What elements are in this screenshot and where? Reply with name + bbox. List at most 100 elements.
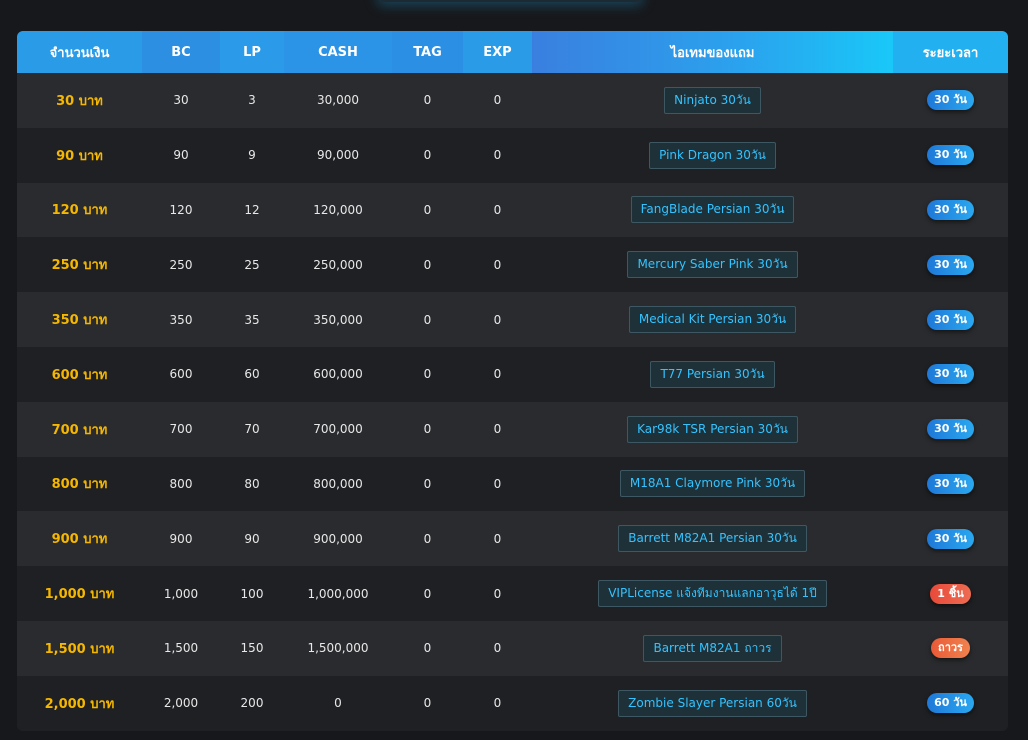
tag-cell: 0 [423,148,432,163]
cash-cell: 250,000 [313,257,363,272]
bc-cell: 600 [169,367,193,382]
duration-badge: 1 ชิ้น [930,583,971,604]
table-row: 2,000 บาท 2,000 200 0 0 0 Zombie Slayer Persia… [17,675,1008,731]
bc-cell: 800 [169,476,193,491]
cash-cell: 700,000 [313,422,363,437]
amount-cell: 900 บาท [51,532,108,548]
duration-cell: 60 วัน [893,676,1008,731]
duration-badge: ถาวร [931,638,970,659]
bonus-item-label: Barrett M82A1 ถาวร [643,634,782,662]
lp-cell: 90 [244,531,260,546]
cash-cell: 120,000 [313,202,363,217]
amount-cell: 2,000 บาท [44,696,115,712]
lp-cell: 100 [240,586,264,601]
exp-cell: 0 [493,696,502,711]
duration-badge: 30 วัน [927,254,974,275]
table-row: 250 บาท 250 25 250,000 0 0 Mercury Saber Pink … [17,237,1008,293]
exp-cell: 0 [493,531,502,546]
bonus-item-cell: T77 Persian 30วัน [532,347,893,402]
amount-cell: 1,000 บาท [44,587,115,603]
bonus-item-label: M18A1 Claymore Pink 30วัน [619,470,806,498]
header-lp: LP [220,31,284,73]
table-row: 120 บาท 120 12 120,000 0 0 FangBlade Persian 3… [17,182,1008,238]
tag-cell: 0 [423,257,432,272]
tag-cell: 0 [423,422,432,437]
duration-cell: 30 วัน [893,511,1008,566]
bonus-item-label: Ninjato 30วัน [664,86,761,114]
exp-cell: 0 [493,93,502,108]
bc-cell: 900 [169,531,193,546]
header-exp: EXP [463,31,532,73]
amount-cell: 30 บาท [56,93,103,109]
cash-cell: 30,000 [317,93,359,108]
bonus-item-cell: Kar98k TSR Persian 30วัน [532,402,893,457]
duration-badge: 30 วัน [927,309,974,330]
tag-cell: 0 [423,531,432,546]
topup-rates-table: จำนวนเงิน BC LP CASH TAG EXP ไอเทมของแถม… [17,31,1008,731]
bonus-item-cell: Mercury Saber Pink 30วัน [532,237,893,292]
duration-badge: 30 วัน [927,528,974,549]
bonus-item-cell: FangBlade Persian 30วัน [532,183,893,238]
amount-cell: 120 บาท [51,203,108,219]
bonus-item-label: VIPLicense แจ้งทีมงานแลกอาวุธได้ 1ปี [598,580,827,608]
bonus-item-label: Barrett M82A1 Persian 30วัน [618,525,807,553]
bonus-item-label: Pink Dragon 30วัน [649,141,776,169]
bonus-item-label: Mercury Saber Pink 30วัน [627,251,798,279]
bonus-item-cell: Zombie Slayer Persian 60วัน [532,676,893,731]
bonus-item-label: Zombie Slayer Persian 60วัน [618,689,807,717]
bonus-item-cell: M18A1 Claymore Pink 30วัน [532,457,893,512]
amount-cell: 90 บาท [56,148,103,164]
amount-cell: 250 บาท [51,258,108,274]
bc-cell: 30 [173,93,189,108]
lp-cell: 70 [244,422,260,437]
header-duration: ระยะเวลา [893,31,1008,73]
duration-badge: 30 วัน [927,90,974,111]
amount-cell: 600 บาท [51,367,108,383]
lp-cell: 3 [248,93,256,108]
table-row: 900 บาท 900 90 900,000 0 0 Barrett M82A1 Persi… [17,511,1008,567]
lp-cell: 25 [244,257,260,272]
amount-cell: 700 บาท [51,422,108,438]
table-row: 600 บาท 600 60 600,000 0 0 T77 Persian 30วัน 30… [17,346,1008,402]
duration-cell: 30 วัน [893,347,1008,402]
duration-cell: 1 ชิ้น [893,566,1008,621]
header-tag: TAG [392,31,463,73]
tag-cell: 0 [423,641,432,656]
exp-cell: 0 [493,257,502,272]
lp-cell: 35 [244,312,260,327]
header-amount: จำนวนเงิน [17,31,142,73]
duration-cell: 30 วัน [893,128,1008,183]
cash-cell: 0 [334,696,342,711]
tag-cell: 0 [423,696,432,711]
bc-cell: 120 [169,202,193,217]
bonus-item-label: T77 Persian 30วัน [650,360,775,388]
duration-badge: 30 วัน [927,145,974,166]
top-glow-decoration [380,0,640,2]
duration-badge: 60 วัน [927,693,974,714]
duration-badge: 30 วัน [927,419,974,440]
lp-cell: 12 [244,202,260,217]
duration-badge: 30 วัน [927,199,974,220]
bonus-item-cell: Pink Dragon 30วัน [532,128,893,183]
table-header-row: จำนวนเงิน BC LP CASH TAG EXP ไอเทมของแถม… [17,31,1008,73]
bc-cell: 1,000 [163,586,199,601]
bonus-item-label: Kar98k TSR Persian 30วัน [627,415,798,443]
exp-cell: 0 [493,641,502,656]
tag-cell: 0 [423,367,432,382]
table-row: 1,500 บาท 1,500 150 1,500,000 0 0 Barrett M82A… [17,620,1008,676]
duration-badge: 30 วัน [927,473,974,494]
cash-cell: 800,000 [313,476,363,491]
exp-cell: 0 [493,312,502,327]
lp-cell: 200 [240,696,264,711]
bonus-item-cell: Ninjato 30วัน [532,73,893,128]
cash-cell: 90,000 [317,148,359,163]
bonus-item-cell: Medical Kit Persian 30วัน [532,292,893,347]
tag-cell: 0 [423,202,432,217]
bc-cell: 350 [169,312,193,327]
exp-cell: 0 [493,367,502,382]
tag-cell: 0 [423,476,432,491]
bonus-item-label: FangBlade Persian 30วัน [630,196,795,224]
cash-cell: 1,000,000 [307,586,369,601]
exp-cell: 0 [493,422,502,437]
cash-cell: 350,000 [313,312,363,327]
